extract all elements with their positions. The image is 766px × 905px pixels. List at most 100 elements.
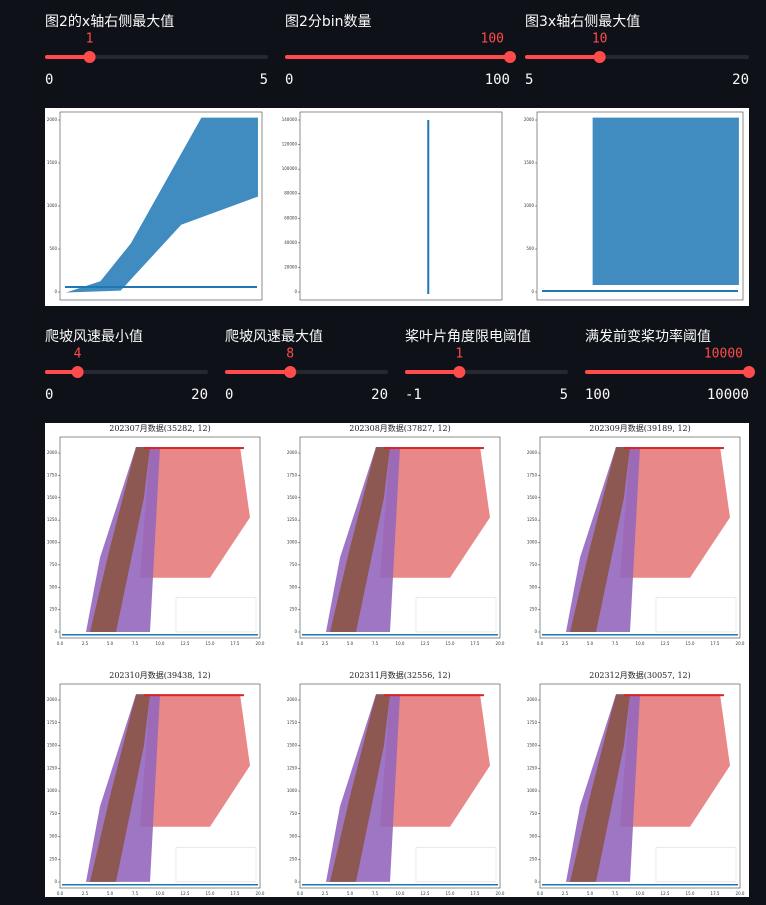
brown-band — [90, 447, 150, 632]
x-tick-label: 5.0 — [107, 891, 114, 896]
x-tick-label: 10.0 — [636, 891, 645, 896]
y-tick-label: 1000 — [47, 203, 58, 208]
x-tick-label: 10.0 — [636, 641, 645, 646]
subplot-title: 202308月数据(37827, 12) — [349, 423, 451, 433]
slider-min: 5 — [525, 72, 533, 88]
y-tick-label: 0 — [294, 879, 297, 884]
red-cloud — [140, 447, 250, 578]
x-tick-label: 2.5 — [562, 641, 569, 646]
x-tick-label: 2.5 — [322, 641, 329, 646]
x-tick-label: 17.5 — [471, 641, 480, 646]
x-tick-label: 20.0 — [496, 641, 505, 646]
slider-thumb[interactable] — [593, 51, 606, 63]
y-tick-label: 750 — [289, 562, 297, 567]
x-tick-label: 12.5 — [181, 891, 190, 896]
brown-band — [570, 694, 630, 882]
y-tick-label: 1500 — [47, 495, 58, 500]
x-tick-label: 5.0 — [347, 641, 354, 646]
y-tick-label: 500 — [529, 584, 537, 589]
x-tick-label: 12.5 — [661, 641, 670, 646]
y-tick-label: 1750 — [47, 720, 58, 725]
slider-label: 爬坡风速最大值 — [225, 329, 323, 345]
x-tick-label: 0.0 — [57, 891, 64, 896]
red-top-line — [624, 447, 724, 450]
slider-label: 图2的x轴右侧最大值 — [45, 14, 174, 30]
brown-band — [330, 694, 390, 882]
subplot-title: 202309月数据(39189, 12) — [589, 423, 691, 433]
red-top-line — [384, 694, 484, 697]
slider-label: 满发前变桨功率阈值 — [585, 328, 711, 345]
x-tick-label: 15.0 — [686, 641, 695, 646]
x-tick-label: 20.0 — [496, 891, 505, 896]
slider-label: 图2分bin数量 — [285, 14, 372, 30]
scatter-cloud — [592, 117, 739, 285]
y-tick-label: 0 — [294, 629, 297, 634]
scatter-floor — [65, 286, 257, 288]
brown-band — [330, 447, 390, 632]
y-tick-label: 250 — [289, 856, 297, 861]
y-tick-label: 1750 — [47, 472, 58, 477]
x-tick-label: 10.0 — [156, 641, 165, 646]
y-tick-label: 1500 — [287, 743, 298, 748]
x-tick-label: 17.5 — [711, 641, 720, 646]
axes-frame — [299, 436, 501, 639]
x-tick-label: 10.0 — [156, 891, 165, 896]
y-tick-label: 500 — [526, 246, 534, 251]
slider-min: 0 — [45, 387, 53, 403]
y-tick-label: 500 — [289, 834, 297, 839]
slider-thumb[interactable] — [71, 366, 84, 378]
x-tick-label: 5.0 — [347, 891, 354, 896]
x-tick-label: 17.5 — [231, 891, 240, 896]
y-tick-label: 250 — [289, 607, 297, 612]
red-cloud — [380, 447, 490, 578]
y-tick-label: 2000 — [527, 697, 538, 702]
slider-thumb[interactable] — [83, 51, 96, 63]
slider-thumb[interactable] — [284, 366, 297, 378]
x-tick-label: 10.0 — [396, 641, 405, 646]
brown-band — [90, 694, 150, 882]
y-tick-label: 0 — [54, 289, 57, 294]
y-tick-label: 1000 — [287, 540, 298, 545]
slider-max: 10000 — [707, 387, 749, 403]
x-tick-label: 0.0 — [297, 641, 304, 646]
y-tick-label: 750 — [49, 562, 57, 567]
y-tick-label: 500 — [49, 584, 57, 589]
y-tick-label: 2000 — [287, 450, 298, 455]
y-tick-label: 2000 — [47, 117, 58, 122]
y-tick-label: 1750 — [287, 472, 298, 477]
blue-floor — [302, 634, 498, 636]
x-tick-label: 20.0 — [736, 891, 745, 896]
y-tick-label: 1000 — [47, 540, 58, 545]
legend-box — [415, 597, 497, 633]
x-tick-label: 7.5 — [132, 891, 139, 896]
blue-floor — [62, 884, 258, 886]
y-tick-label: 2000 — [47, 450, 58, 455]
y-tick-label: 1000 — [287, 788, 298, 793]
y-tick-label: 0 — [54, 879, 57, 884]
scatter-floor — [542, 290, 738, 292]
slider-value: 10 — [592, 32, 608, 47]
blue-floor — [542, 634, 738, 636]
y-tick-label: 1500 — [527, 495, 538, 500]
y-tick-label: 1500 — [524, 160, 535, 165]
slider-thumb[interactable] — [743, 366, 755, 378]
y-tick-label: 1250 — [287, 765, 298, 770]
y-tick-label: 120000 — [282, 142, 298, 147]
y-tick-label: 100000 — [282, 166, 298, 171]
slider-max: 5 — [260, 72, 268, 88]
slider-thumb[interactable] — [504, 51, 516, 63]
slider-thumb[interactable] — [453, 366, 466, 378]
slider-fill — [285, 55, 510, 59]
slider-min: -1 — [405, 387, 422, 403]
x-tick-label: 10.0 — [396, 891, 405, 896]
x-tick-label: 7.5 — [372, 891, 379, 896]
y-tick-label: 500 — [289, 584, 297, 589]
slider-track — [45, 55, 268, 59]
x-tick-label: 17.5 — [231, 641, 240, 646]
y-tick-label: 2000 — [47, 697, 58, 702]
y-tick-label: 1500 — [47, 743, 58, 748]
scatter-cloud — [66, 117, 258, 293]
slider-fill — [45, 55, 90, 59]
